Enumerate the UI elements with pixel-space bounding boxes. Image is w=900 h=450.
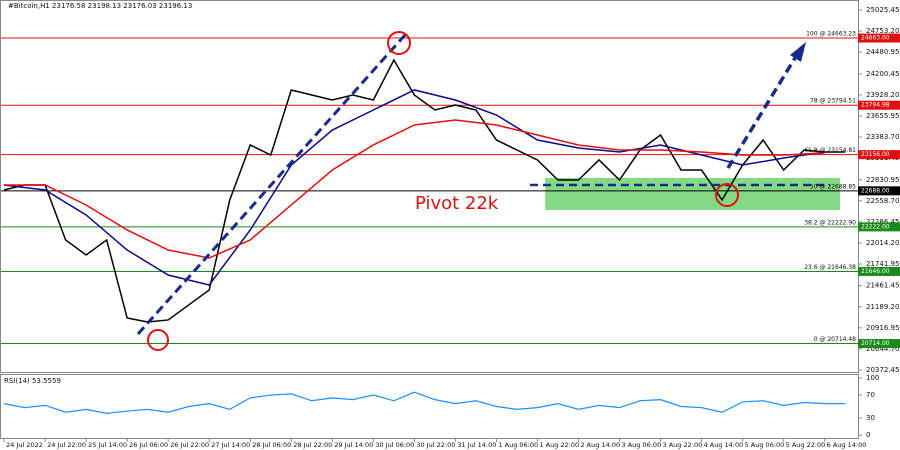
- level-label: 38.2 @ 22222.90: [804, 219, 856, 226]
- level-box-label: 24663.00: [861, 35, 890, 42]
- x-tick-label: 26 Jul 06:00: [129, 441, 168, 449]
- y-tick-label: 23655.95: [866, 112, 899, 120]
- x-tick-label: 1 Aug 06:00: [498, 441, 538, 449]
- rsi-line: [3, 391, 846, 414]
- x-tick-label: 25 Jul 14:00: [88, 441, 127, 449]
- level-label: 23.6 @ 21646.38: [804, 264, 856, 271]
- level-box: [858, 33, 900, 43]
- annotation: Pivot 22k: [415, 193, 499, 214]
- level-box: [858, 222, 900, 232]
- y-tick-label: 22558.70: [866, 197, 899, 205]
- rsi-tick-label: 100: [866, 374, 879, 382]
- level-box-label: 22688.00: [861, 187, 890, 194]
- x-tick-label: 29 Jul 14:00: [334, 441, 373, 449]
- trend-arrow: [726, 57, 797, 169]
- rsi-tick-label: 30: [866, 414, 875, 422]
- level-box-label: 22222.00: [861, 223, 890, 230]
- x-tick-label: 30 Jul 06:00: [375, 441, 414, 449]
- level-label: 50 @ 22688.85: [810, 183, 856, 190]
- y-tick-label: 24480.95: [866, 48, 899, 56]
- circle-marker: [715, 183, 739, 207]
- x-tick-label: 24 Jul 2022: [6, 441, 43, 449]
- x-tick-label: 31 Jul 14:00: [457, 441, 496, 449]
- x-tick-label: 30 Jul 22:00: [416, 441, 455, 449]
- level-box: [858, 186, 900, 196]
- level-label: 61.8 @ 23154.81: [804, 147, 856, 154]
- header: #Bitcoin,H1 23176.58 23198.13 23176.03 2…: [8, 2, 192, 10]
- level-box: [858, 100, 900, 110]
- level-box: [858, 266, 900, 276]
- level-box-label: 20714.00: [861, 340, 890, 347]
- x-tick-label: 5 Aug 06:00: [745, 441, 785, 449]
- rsi-panel: [0, 374, 859, 439]
- x-tick-label: 28 Jul 06:00: [252, 441, 291, 449]
- y-tick-label: 20372.45: [866, 366, 899, 374]
- y-tick-label: 21461.45: [866, 282, 899, 290]
- level-label: 78 @ 23794.51: [810, 98, 856, 105]
- x-tick-label: 1 Aug 22:00: [539, 441, 579, 449]
- y-tick-label: 24200.45: [866, 70, 899, 78]
- support-zone: [545, 177, 841, 211]
- circle-marker: [147, 329, 169, 351]
- y-tick-label: 25025.45: [866, 6, 899, 14]
- x-tick-label: 4 Aug 14:00: [704, 441, 744, 449]
- level-label: 0 @ 20714.48: [814, 336, 856, 343]
- level-box: [858, 339, 900, 349]
- y-tick-label: 22014.20: [866, 239, 899, 247]
- x-tick-label: 6 Aug 14:00: [827, 441, 867, 449]
- y-tick-label: 23383.70: [866, 133, 899, 141]
- x-tick-label: 27 Jul 14:00: [211, 441, 250, 449]
- rsi-title: RSI(14) 53.5559: [4, 377, 61, 385]
- price-line: [4, 119, 825, 259]
- circle-marker: [387, 31, 411, 55]
- x-tick-label: 24 Jul 22:00: [47, 441, 86, 449]
- y-tick-label: 22830.95: [866, 176, 899, 184]
- y-tick-label: 23928.20: [866, 91, 899, 99]
- x-tick-label: 28 Jul 22:00: [293, 441, 332, 449]
- trend-arrow: [136, 34, 407, 335]
- x-tick-label: 26 Jul 22:00: [170, 441, 209, 449]
- level-box: [858, 150, 900, 160]
- level-box-label: 23156.00: [861, 151, 890, 158]
- rsi-tick-label: 70: [866, 391, 875, 399]
- y-tick-label: 24753.20: [866, 27, 899, 35]
- y-tick-label: 21189.20: [866, 303, 899, 311]
- y-tick-label: 20644.70: [866, 345, 899, 353]
- y-tick-label: 20916.95: [866, 324, 899, 332]
- level-label: 100 @ 24663.23: [806, 31, 856, 38]
- level-box-label: 21646.00: [861, 268, 890, 275]
- x-tick-label: 3 Aug 06:00: [622, 441, 662, 449]
- x-tick-label: 3 Aug 22:00: [663, 441, 703, 449]
- y-tick-label: 21741.95: [866, 260, 899, 268]
- level-box-label: 23794.98: [861, 102, 890, 109]
- x-tick-label: 5 Aug 22:00: [786, 441, 826, 449]
- x-tick-label: 2 Aug 14:00: [580, 441, 620, 449]
- arrow-head: [790, 42, 806, 62]
- rsi-tick-label: 0: [866, 431, 870, 439]
- y-tick-label: 22286.45: [866, 218, 899, 226]
- price-line: [3, 58, 846, 323]
